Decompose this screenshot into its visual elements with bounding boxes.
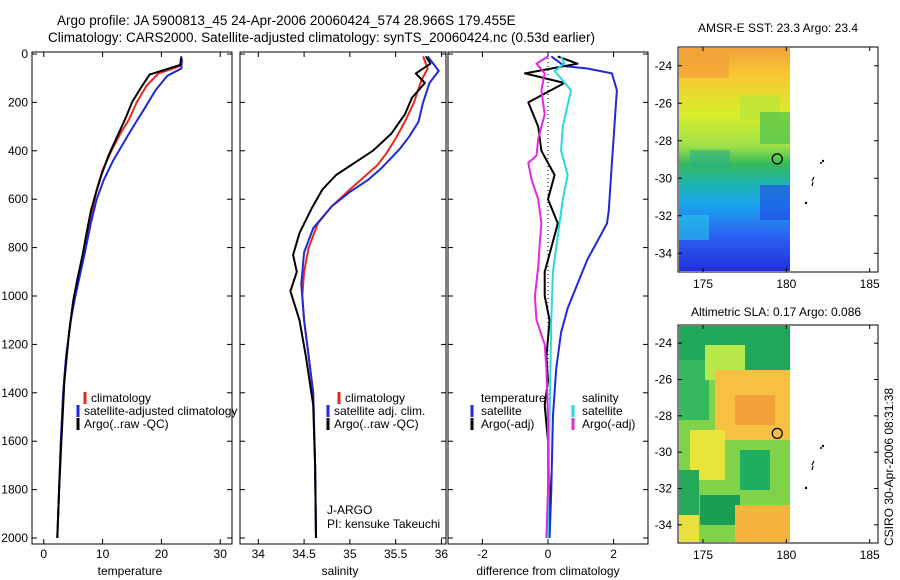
sst-map-panel: AMSR-E SST: 23.3 Argo: 23.4 -24 -26 -28 -30… <box>655 21 880 291</box>
x-tick-label: 34 <box>252 547 266 561</box>
series-line-salinity-argo-adj <box>527 55 549 539</box>
y-tick-label: 1200 <box>1 337 28 351</box>
title-line-1: Argo profile: JA 5900813_45 24-Apr-2006 … <box>57 13 516 28</box>
legend-label-satellite: satellite adj. clim. <box>334 404 425 418</box>
sla-map-title: Altimetric SLA: 0.17 Argo: 0.086 <box>691 305 861 319</box>
y-tick-label: 1000 <box>1 289 28 303</box>
lat-tick-label: -30 <box>655 171 673 185</box>
legend-label-temp-satellite: satellite <box>481 404 522 418</box>
x-tick-label: 0 <box>40 547 47 561</box>
lon-tick-label: 185 <box>860 548 880 562</box>
lon-tick-label: 175 <box>693 548 713 562</box>
series-line-temperature-argo-adj <box>524 55 579 539</box>
salinity-panel: 34 34.5 35 35.5 36 salinity climatology sate… <box>239 51 449 578</box>
argo-float-marker <box>771 427 783 439</box>
salinity-legend: climatology satellite adj. clim. Argo(..… <box>326 391 425 431</box>
pi-name: PI: kensuke Takeuchi <box>327 517 440 531</box>
legend-label-satellite: satellite-adjusted climatology <box>84 404 237 418</box>
legend-label-temp-argo: Argo(-adj) <box>481 417 534 431</box>
sla-field <box>679 326 790 542</box>
legend-label-sal-argo: Argo(-adj) <box>582 417 635 431</box>
y-tick-label: 400 <box>8 144 28 158</box>
legend-label-argo: Argo(..raw -QC) <box>84 417 169 431</box>
series-line-satellite-adj-clim <box>300 55 440 539</box>
legend-label-climatology: climatology <box>91 391 151 405</box>
series-line-temperature-satellite <box>548 55 618 539</box>
x-tick-label: 35.5 <box>384 547 408 561</box>
difference-legend: temperature satellite Argo(-adj) salinit… <box>470 391 635 431</box>
salinity-xlabel: salinity <box>322 564 359 578</box>
difference-panel: -2 0 2 difference from climatology tempera… <box>447 51 649 578</box>
islands <box>804 444 825 490</box>
lon-tick-label: 185 <box>860 277 880 291</box>
legend-label-sal-satellite: satellite <box>582 404 623 418</box>
temperature-legend: climatology satellite-adjusted climatolo… <box>76 391 237 431</box>
x-tick-label: 0 <box>545 547 552 561</box>
y-tick-label: 0 <box>21 47 28 61</box>
x-tick-label: 34.5 <box>292 547 316 561</box>
y-tick-label: 1600 <box>1 434 28 448</box>
temperature-xlabel: temperature <box>98 564 163 578</box>
y-tick-label: 800 <box>8 241 28 255</box>
x-tick-label: 10 <box>96 547 110 561</box>
temperature-panel: 0 200 400 600 800 1000 1200 1400 1600 1800 2000 0 10… <box>1 47 237 578</box>
y-tick-label: 200 <box>8 95 28 109</box>
lat-tick-label: -24 <box>655 336 673 350</box>
timestamp-side-text: CSIRO 30-Apr-2006 08:31:38 <box>882 388 896 546</box>
lat-tick-label: -28 <box>655 134 673 148</box>
series-line-salinity-satellite <box>547 55 572 539</box>
lat-tick-label: -32 <box>655 482 673 496</box>
lon-tick-label: 175 <box>693 277 713 291</box>
lon-tick-label: 180 <box>776 277 796 291</box>
lat-tick-label: -24 <box>655 59 673 73</box>
y-tick-label: 2000 <box>1 531 28 545</box>
pi-program: J-ARGO <box>327 503 372 517</box>
sst-field <box>679 48 790 271</box>
lat-tick-label: -34 <box>655 246 673 260</box>
lat-tick-label: -30 <box>655 445 673 459</box>
difference-xlabel: difference from climatology <box>476 564 619 578</box>
x-tick-label: 20 <box>155 547 169 561</box>
series-line-argo-raw-qc <box>289 55 432 539</box>
argo-float-marker <box>771 153 783 165</box>
y-tick-label: 600 <box>8 192 28 206</box>
title-line-2: Climatology: CARS2000. Satellite-adjuste… <box>48 30 595 45</box>
x-tick-label: -2 <box>477 547 488 561</box>
y-tick-label: 1800 <box>1 483 28 497</box>
x-tick-label: 30 <box>214 547 228 561</box>
lon-tick-label: 180 <box>776 548 796 562</box>
legend-title-temperature: temperature <box>481 391 546 405</box>
islands <box>804 159 825 205</box>
lat-tick-label: -32 <box>655 209 673 223</box>
legend-title-salinity: salinity <box>582 391 619 405</box>
lat-tick-label: -26 <box>655 373 673 387</box>
temperature-axes-frame <box>31 51 233 545</box>
sla-map-panel: Altimetric SLA: 0.17 Argo: 0.086 -24 -26 -… <box>655 305 880 562</box>
sst-map-title: AMSR-E SST: 23.3 Argo: 23.4 <box>698 21 858 35</box>
series-line-argo-raw-qc <box>56 56 183 539</box>
legend-label-argo: Argo(..raw -QC) <box>334 417 419 431</box>
lat-tick-label: -34 <box>655 518 673 532</box>
lat-tick-label: -28 <box>655 409 673 423</box>
lat-tick-label: -26 <box>655 96 673 110</box>
x-tick-label: 36 <box>435 547 449 561</box>
legend-label-climatology: climatology <box>345 391 405 405</box>
x-tick-label: 35 <box>343 547 357 561</box>
x-tick-label: 2 <box>610 547 617 561</box>
y-tick-label: 1400 <box>1 386 28 400</box>
